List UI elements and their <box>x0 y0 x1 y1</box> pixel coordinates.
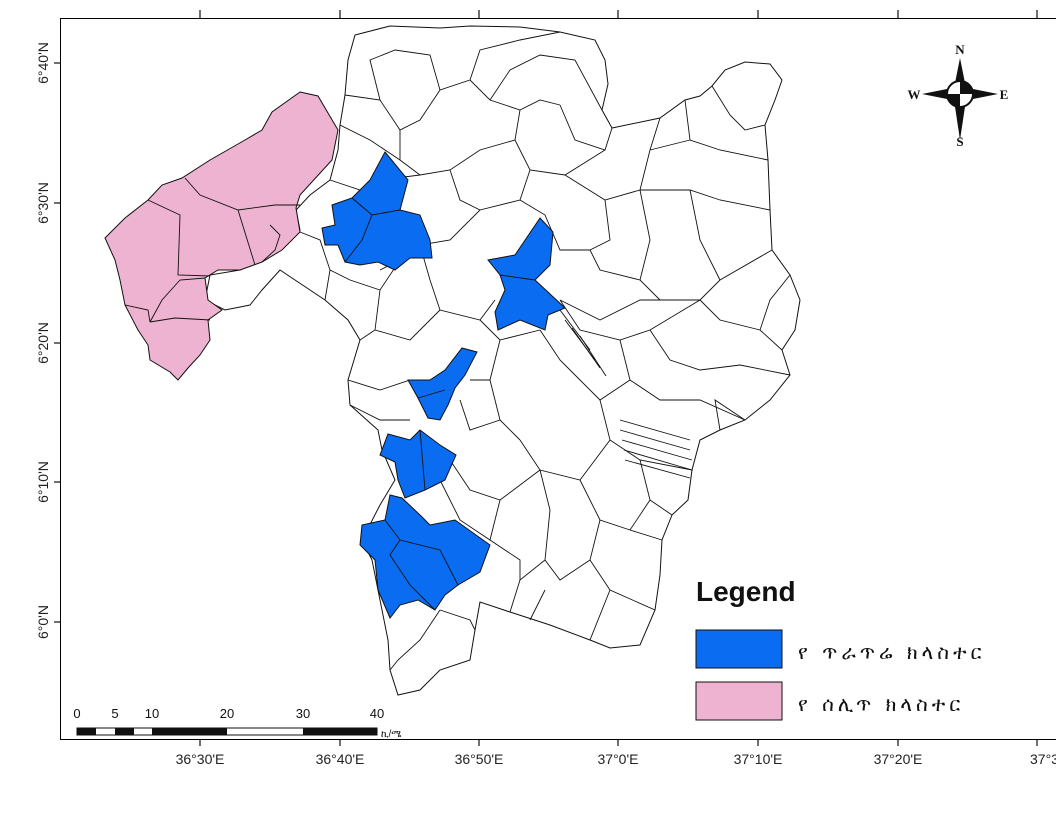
zone-outline <box>204 25 801 696</box>
scale-bar: 0 5 10 20 30 40 ኪ/ሜ <box>73 706 401 740</box>
bottom-ticks <box>199 740 1038 746</box>
lat-label: 6°0'N <box>35 605 51 639</box>
blue-woreda <box>407 347 478 421</box>
blue-woreda <box>487 217 566 331</box>
compass-e: E <box>1000 87 1009 102</box>
lat-label: 6°10'N <box>35 461 51 503</box>
compass-w: W <box>908 87 921 102</box>
legend-swatch-blue <box>695 629 783 669</box>
scale-tick: 10 <box>145 706 159 721</box>
scale-tick: 5 <box>111 706 118 721</box>
legend-label: የ ሰሊጥ ክላስተር <box>798 692 964 716</box>
pink-cluster <box>104 91 339 381</box>
compass-s: S <box>956 134 963 149</box>
lat-label: 6°30'N <box>35 182 51 224</box>
legend-label: የ ጥራጥሬ ክላስተር <box>798 640 986 664</box>
lon-label: 37°10'E <box>734 751 783 767</box>
legend-swatch-pink <box>695 681 783 721</box>
kebele-boundaries <box>299 31 791 671</box>
lon-label: 37°30'E <box>1030 751 1056 767</box>
compass-n: N <box>955 42 965 57</box>
left-ticks <box>54 62 60 623</box>
scale-tick: 40 <box>370 706 384 721</box>
lon-label: 37°20'E <box>874 751 923 767</box>
scale-tick: 20 <box>220 706 234 721</box>
lat-label: 6°20'N <box>35 322 51 364</box>
pink-woreda <box>104 91 339 381</box>
top-ticks <box>199 10 1038 18</box>
north-arrow-compass-icon: N S W E <box>908 42 1009 149</box>
legend-title: Legend <box>696 576 796 607</box>
legend: Legend የ ጥራጥሬ ክላስተር የ ሰሊጥ ክላስተር <box>695 576 986 721</box>
scale-tick: 30 <box>296 706 310 721</box>
blue-cluster <box>321 151 566 619</box>
blue-woreda <box>379 429 457 499</box>
lon-label: 36°40'E <box>316 751 365 767</box>
lon-label: 36°30'E <box>176 751 225 767</box>
scale-unit: ኪ/ሜ <box>381 729 401 740</box>
scale-tick: 0 <box>73 706 80 721</box>
lon-label: 37°0'E <box>598 751 639 767</box>
lat-label: 6°40'N <box>35 42 51 84</box>
blue-woreda <box>321 151 433 271</box>
lon-label: 36°50'E <box>455 751 504 767</box>
